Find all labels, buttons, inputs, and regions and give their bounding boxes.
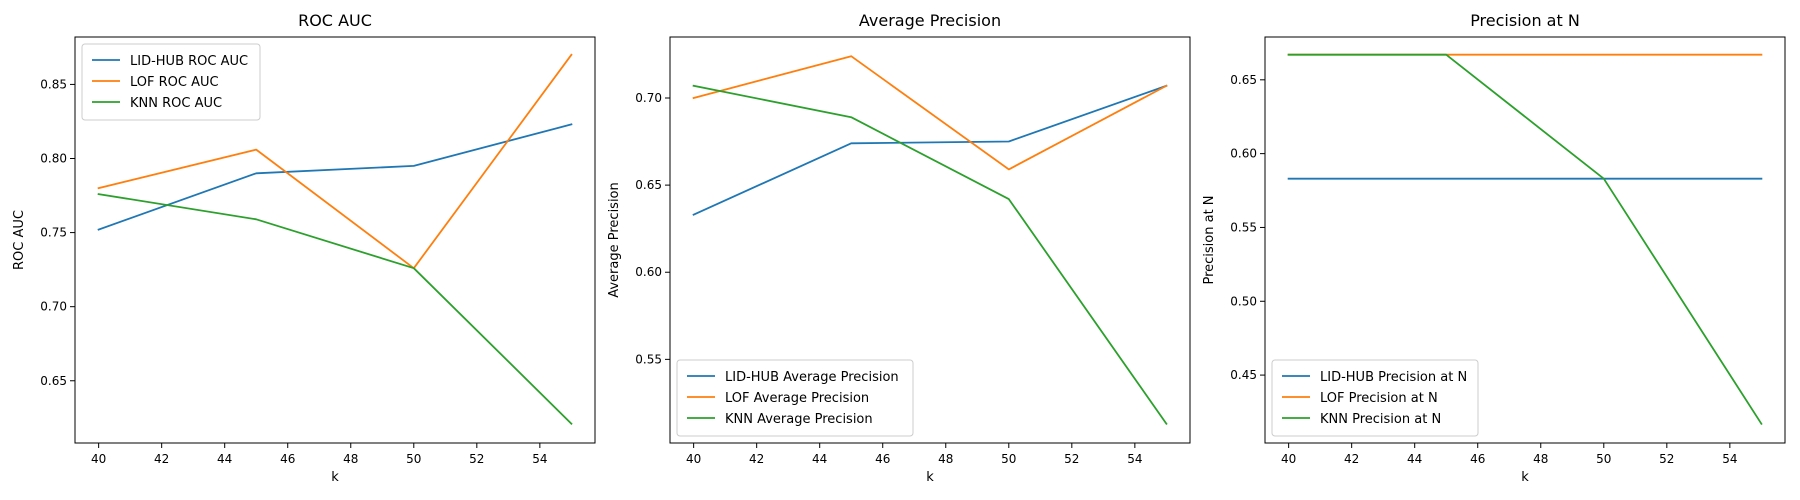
x-tick-label: 40 (1281, 452, 1296, 466)
x-axis-label: k (331, 470, 339, 485)
x-tick-label: 54 (1722, 452, 1737, 466)
legend-label: LID-HUB Average Precision (725, 370, 899, 385)
chart-title: Precision at N (1470, 11, 1580, 30)
x-axis-label: k (1521, 470, 1529, 485)
y-tick-label: 0.65 (635, 178, 662, 192)
x-tick-label: 46 (280, 452, 295, 466)
y-tick-label: 0.55 (635, 352, 662, 366)
legend-box (1271, 359, 1479, 437)
x-tick-label: 42 (154, 452, 169, 466)
series-line-knn-precision-at-n (1287, 53, 1763, 426)
x-tick-label: 44 (1407, 452, 1422, 466)
x-tick-label: 46 (875, 452, 890, 466)
y-tick-label: 0.75 (40, 226, 67, 240)
y-tick-label: 0.70 (635, 91, 662, 105)
x-tick-label: 54 (532, 452, 547, 466)
x-tick-label: 50 (1001, 452, 1016, 466)
chart-title: ROC AUC (298, 11, 372, 30)
y-tick-label: 0.65 (1230, 73, 1257, 87)
x-axis-label: k (926, 470, 934, 485)
x-tick-label: 44 (217, 452, 232, 466)
chart-title: Average Precision (859, 11, 1001, 30)
x-tick-label: 54 (1127, 452, 1142, 466)
series-line-knn-roc-auc (97, 193, 573, 425)
plot-frame (669, 36, 1191, 444)
x-tick-label: 50 (1596, 452, 1611, 466)
chart-panel-average-precision: Average Precision 40 42 44 46 48 50 52 54 0.55 0.6… (607, 11, 1191, 485)
chart-panel-precision-at-n: Precision at N 40 42 44 46 48 50 52 54 0.45 0.50 0.… (1202, 11, 1786, 485)
y-axis-label: Average Precision (607, 182, 622, 298)
y-tick-label: 0.55 (1230, 220, 1257, 234)
x-tick-label: 52 (1064, 452, 1079, 466)
x-tick-label: 44 (812, 452, 827, 466)
legend: LID-HUB ROC AUC LOF ROC AUC KNN ROC AUC (81, 43, 261, 121)
y-tick-label: 0.65 (40, 374, 67, 388)
y-tick-label: 0.45 (1230, 368, 1257, 382)
y-tick-label: 0.60 (1230, 147, 1257, 161)
chart-panel-roc-auc: ROC AUC 40 42 44 46 48 50 52 54 0.65 0.70 0.75 0.80 0… (12, 11, 596, 485)
x-tick-label: 40 (686, 452, 701, 466)
legend-label: KNN ROC AUC (130, 96, 222, 111)
legend-label: LOF ROC AUC (130, 75, 219, 90)
plot-frame (74, 36, 596, 444)
plot-frame (1264, 36, 1786, 444)
y-tick-label: 0.70 (40, 300, 67, 314)
series-line-lof-roc-auc (97, 53, 573, 270)
series-line-lof-average-precision (692, 55, 1168, 171)
x-tick-label: 50 (406, 452, 421, 466)
x-tick-label: 52 (1659, 452, 1674, 466)
x-tick-label: 48 (938, 452, 953, 466)
x-tick-label: 48 (343, 452, 358, 466)
y-tick-label: 0.85 (40, 77, 67, 91)
x-tick-label: 48 (1533, 452, 1548, 466)
x-tick-label: 52 (469, 452, 484, 466)
legend: LID-HUB Precision at N LOF Precision at N… (1271, 359, 1479, 437)
legend-box (676, 359, 914, 437)
legend: LID-HUB Average Precision LOF Average Pre… (676, 359, 914, 437)
legend-label: KNN Precision at N (1320, 412, 1441, 427)
series-line-lid-hub-average-precision (692, 84, 1168, 216)
legend-label: LOF Average Precision (725, 391, 869, 406)
x-tick-label: 42 (1344, 452, 1359, 466)
legend-label: LID-HUB ROC AUC (130, 54, 248, 69)
series-line-knn-average-precision (692, 84, 1168, 426)
legend-label: LOF Precision at N (1320, 391, 1438, 406)
x-tick-label: 46 (1470, 452, 1485, 466)
y-tick-label: 0.50 (1230, 294, 1257, 308)
y-axis-label: ROC AUC (12, 210, 27, 270)
legend-box (81, 43, 261, 121)
x-tick-label: 42 (749, 452, 764, 466)
x-tick-label: 40 (91, 452, 106, 466)
y-tick-label: 0.60 (635, 265, 662, 279)
legend-label: LID-HUB Precision at N (1320, 370, 1467, 385)
y-axis-label: Precision at N (1202, 195, 1217, 284)
y-tick-label: 0.80 (40, 152, 67, 166)
legend-label: KNN Average Precision (725, 412, 873, 427)
series-line-lid-hub-roc-auc (97, 123, 573, 231)
